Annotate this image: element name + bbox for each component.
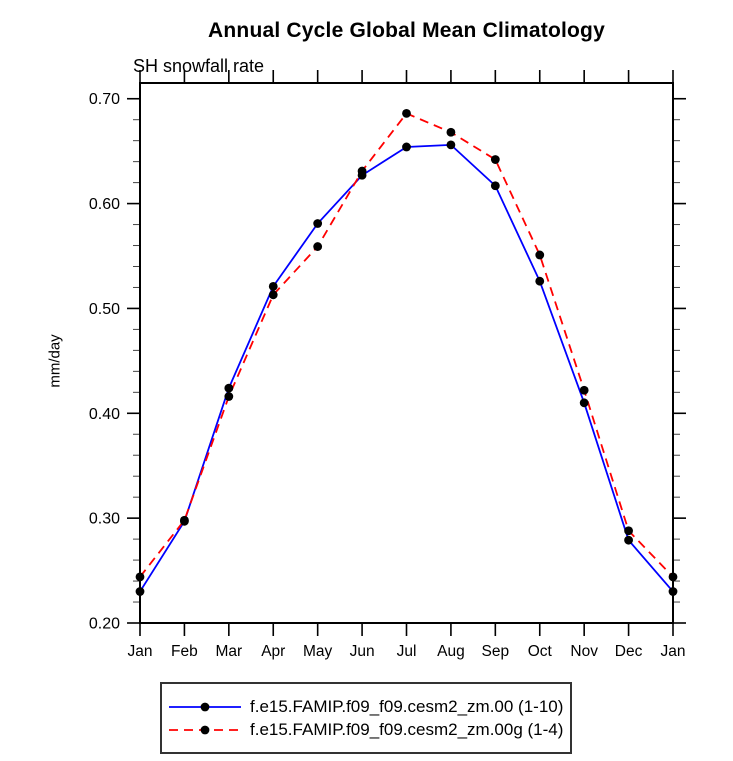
x-tick-label: Feb (171, 643, 198, 660)
y-tick-label: 0.50 (89, 301, 120, 318)
data-point-marker-s1 (446, 140, 456, 150)
series-line-1 (139, 143, 674, 593)
data-point-marker-s2 (180, 515, 189, 525)
data-point-marker-s2 (446, 127, 456, 137)
data-point-marker-s2 (624, 526, 633, 536)
x-tick-label: Nov (570, 643, 598, 660)
plot-frame (139, 82, 674, 624)
legend-label-1: f.e15.FAMIP.f09_f09.cesm2_zm.00 (1-10) (250, 696, 564, 716)
data-point-marker-s1 (313, 219, 323, 228)
data-point-marker-s2 (535, 250, 545, 260)
y-tick-label: 0.30 (89, 511, 120, 528)
x-tick-label: Aug (437, 643, 465, 660)
y-tick-label: 0.60 (89, 196, 120, 213)
y-tick-label: 0.20 (89, 616, 120, 633)
data-point-marker-s2 (490, 155, 500, 164)
x-tick-label: Mar (215, 643, 242, 660)
x-tick-label: Jan (661, 643, 686, 660)
data-point-marker-s1 (624, 535, 633, 545)
legend-marker-icon (200, 702, 210, 711)
data-point-marker-s2 (313, 242, 323, 251)
data-point-marker-s1 (579, 398, 589, 408)
chart-title: Annual Cycle Global Mean Climatology (208, 19, 605, 42)
x-tick-label: Jun (350, 643, 375, 660)
legend-line-sample-2 (169, 725, 241, 734)
data-point-marker-s2 (224, 392, 234, 401)
legend-label-2: f.e15.FAMIP.f09_f09.cesm2_zm.00g (1-4) (250, 719, 564, 739)
x-tick-label: Sep (482, 643, 510, 660)
data-point-marker-s1 (490, 181, 500, 191)
data-point-marker-s2 (668, 572, 678, 582)
x-tick-label: Jan (128, 643, 153, 660)
legend-entry-1: f.e15.FAMIP.f09_f09.cesm2_zm.00 (1-10) (169, 697, 570, 717)
data-point-marker-s2 (357, 166, 367, 176)
x-tick-label: May (303, 643, 333, 660)
legend-line-sample-1 (169, 702, 241, 711)
data-point-marker-s2 (135, 572, 145, 582)
x-tick-label: Jul (397, 643, 417, 660)
data-point-marker-s2 (579, 385, 589, 395)
data-point-marker-s1 (402, 142, 411, 152)
series-line-2 (139, 112, 674, 578)
legend-marker-icon (200, 725, 210, 734)
x-tick-label: Oct (528, 643, 553, 660)
data-point-marker-s1 (268, 282, 278, 291)
data-point-marker-s1 (535, 276, 545, 286)
x-tick-label: Apr (261, 643, 285, 660)
data-point-marker-s2 (402, 109, 411, 118)
data-point-marker-s1 (668, 587, 678, 596)
y-tick-label: 0.40 (89, 406, 120, 423)
legend-box: f.e15.FAMIP.f09_f09.cesm2_zm.00 (1-10) f.… (160, 682, 572, 754)
data-point-marker-s2 (268, 290, 278, 300)
chart-subtitle: SH snowfall rate (133, 56, 265, 76)
legend-entry-2: f.e15.FAMIP.f09_f09.cesm2_zm.00g (1-4) (169, 720, 570, 740)
y-tick-label: 0.70 (89, 91, 120, 108)
x-tick-label: Dec (615, 643, 643, 660)
data-point-marker-s1 (224, 383, 234, 393)
data-point-marker-s1 (135, 587, 145, 596)
